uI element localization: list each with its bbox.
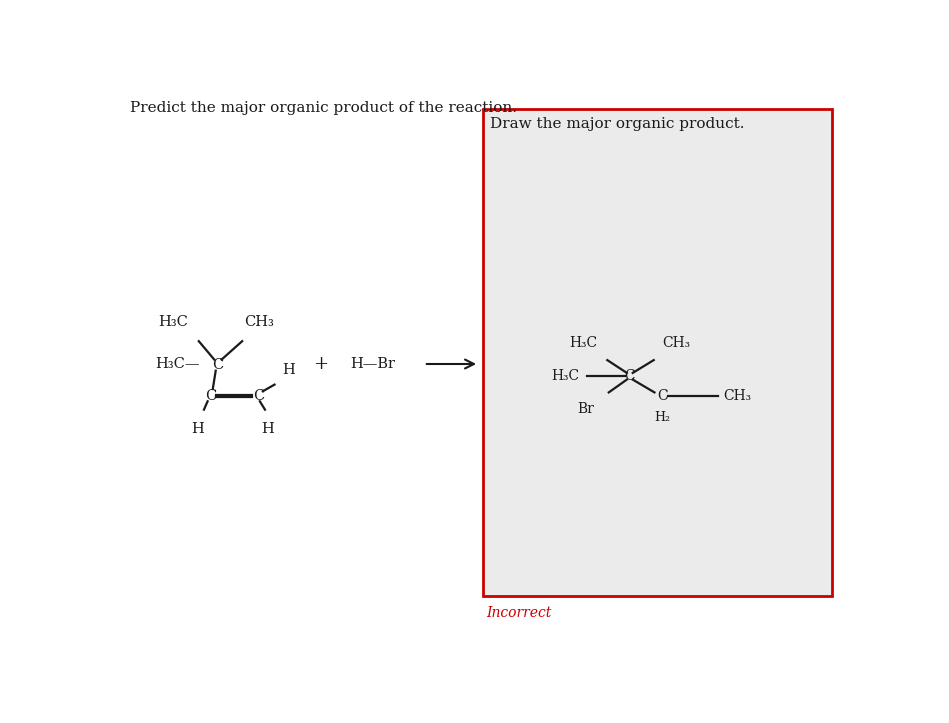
- Text: H₃C: H₃C: [551, 369, 580, 383]
- Text: C: C: [624, 369, 635, 383]
- Text: Br: Br: [577, 403, 594, 416]
- Text: H—Br: H—Br: [350, 357, 396, 371]
- Text: Predict the major organic product of the reaction.: Predict the major organic product of the…: [130, 100, 516, 115]
- Text: H₃C: H₃C: [158, 315, 188, 329]
- Text: CH₃: CH₃: [723, 389, 752, 403]
- Text: H₂: H₂: [655, 411, 671, 424]
- Text: C: C: [213, 358, 224, 372]
- Text: Draw the major organic product.: Draw the major organic product.: [490, 117, 745, 132]
- Text: +: +: [313, 355, 328, 373]
- Text: CH₃: CH₃: [244, 315, 273, 329]
- Text: H: H: [283, 363, 295, 377]
- Text: C: C: [658, 389, 668, 403]
- Text: H: H: [262, 422, 274, 437]
- Text: H₃C—: H₃C—: [156, 357, 200, 371]
- FancyArrowPatch shape: [427, 359, 474, 369]
- Text: Incorrect: Incorrect: [486, 606, 551, 620]
- Text: H: H: [191, 422, 204, 437]
- FancyBboxPatch shape: [483, 109, 832, 596]
- Text: H₃C: H₃C: [569, 336, 598, 350]
- Text: CH₃: CH₃: [661, 336, 690, 350]
- Text: C: C: [252, 389, 264, 403]
- Text: C: C: [205, 389, 216, 403]
